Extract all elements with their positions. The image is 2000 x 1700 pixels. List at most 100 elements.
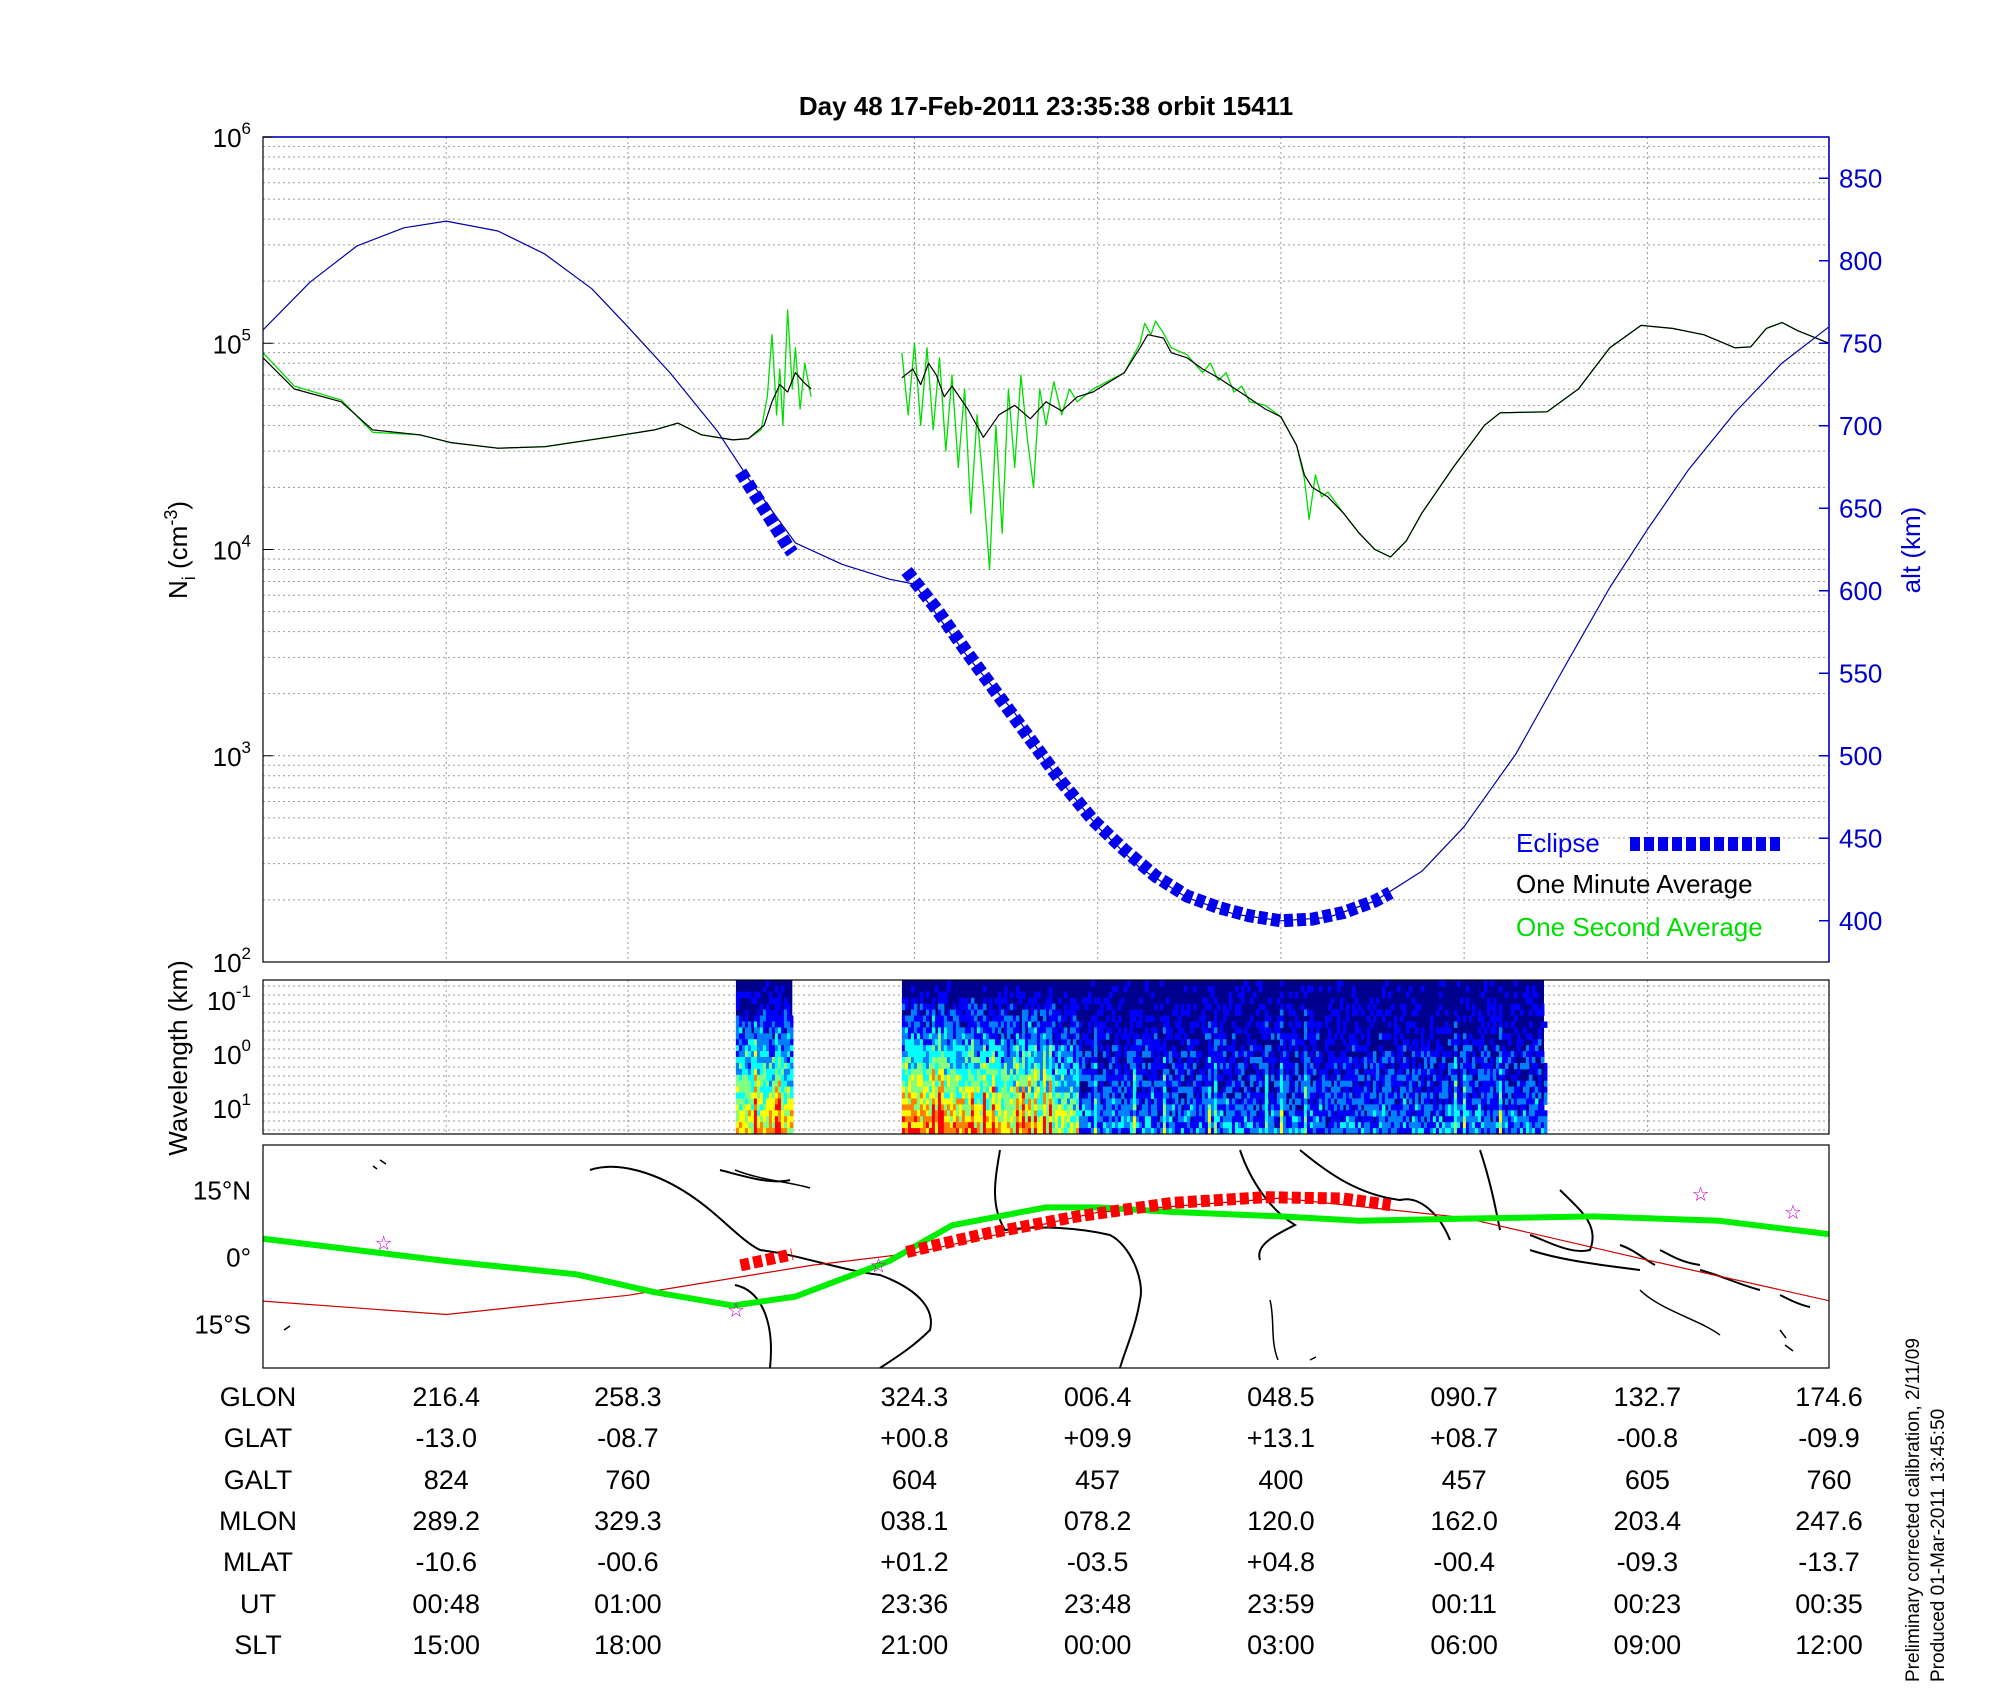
spec-cell	[973, 1068, 978, 1076]
table-cell: +01.2	[880, 1547, 949, 1578]
spec-cell	[1528, 1009, 1533, 1017]
spec-cell	[943, 1027, 948, 1034]
spec-cell	[1300, 1116, 1305, 1123]
alt-tick-label-9: 850	[1839, 163, 1882, 193]
spec-cell	[940, 1021, 945, 1028]
spec-cell	[1459, 1062, 1464, 1070]
spec-cell	[1372, 1074, 1377, 1082]
spec-cell	[1321, 1098, 1326, 1105]
produced-note: Produced 01-Mar-2011 13:45:50	[1928, 1408, 1949, 1682]
spec-cell	[1429, 1027, 1434, 1034]
spec-cell	[1270, 1128, 1275, 1134]
spec-cell	[946, 1027, 951, 1034]
spec-cell	[1144, 1128, 1149, 1134]
spec-cell	[958, 1003, 963, 1011]
spec-cell	[1273, 1116, 1278, 1123]
density-series	[263, 220, 1829, 928]
spec-cell	[1498, 1098, 1503, 1105]
spec-cell	[907, 1110, 912, 1117]
spec-cell	[777, 997, 782, 1005]
spec-cell	[910, 1021, 915, 1028]
spec-cell	[940, 1062, 945, 1070]
spec-cell	[1351, 1122, 1356, 1129]
spec-cell	[1432, 1104, 1437, 1111]
spec-cell	[1498, 985, 1503, 993]
spec-cell	[1075, 1051, 1080, 1058]
spec-cell	[964, 1116, 969, 1123]
spec-cell	[976, 1110, 981, 1117]
spec-cell	[1009, 1003, 1014, 1011]
spec-cell	[1066, 1104, 1071, 1111]
spec-cell	[786, 1027, 791, 1034]
spec-cell	[756, 1045, 761, 1052]
spec-cell	[1471, 1122, 1476, 1129]
spec-cell	[1498, 1092, 1503, 1099]
spec-cell	[1327, 1122, 1332, 1129]
spec-cell	[777, 1122, 782, 1129]
spec-cell	[1369, 1116, 1374, 1123]
spec-cell	[1540, 1051, 1545, 1058]
spec-cell	[913, 1045, 918, 1052]
map-frame	[262, 1144, 1830, 1369]
spec-cell	[1063, 1057, 1068, 1064]
spec-cell	[1345, 1128, 1350, 1134]
spec-cell	[1276, 1122, 1281, 1129]
spec-cell	[982, 1068, 987, 1076]
spec-cell	[1441, 1122, 1446, 1129]
spec-cell	[940, 1039, 945, 1046]
spec-cell	[1537, 1122, 1542, 1129]
spec-cell	[1126, 1057, 1131, 1064]
spec-cell	[1411, 1051, 1416, 1058]
spec-cell	[765, 1045, 770, 1052]
spec-cell	[988, 1086, 993, 1094]
spec-cell	[1072, 1003, 1077, 1011]
spec-cell	[783, 1051, 788, 1058]
spec-cell	[1228, 1122, 1233, 1129]
spec-cell	[967, 1015, 972, 1022]
spec-cell	[780, 1110, 785, 1117]
spec-cell	[1222, 1033, 1227, 1040]
spec-cell	[1243, 1098, 1248, 1105]
spec-cell	[765, 1116, 770, 1123]
spec-cell	[765, 1015, 770, 1022]
spec-cell	[1144, 1039, 1149, 1046]
spec-cell	[1426, 1086, 1431, 1094]
spec-cell	[949, 1068, 954, 1076]
spec-cell	[985, 1092, 990, 1099]
spec-cell	[1435, 1122, 1440, 1129]
spec-cell	[1315, 1104, 1320, 1111]
table-cell: 400	[1258, 1464, 1304, 1495]
spec-cell	[1180, 1074, 1185, 1082]
spec-cell	[1087, 1051, 1092, 1058]
spec-cell	[1516, 1092, 1521, 1099]
spec-cell	[1228, 991, 1233, 999]
spec-cell	[786, 1003, 791, 1011]
spec-cell	[1009, 1039, 1014, 1046]
spec-cell	[1420, 1104, 1425, 1111]
spec-cell	[1240, 1122, 1245, 1129]
spec-cell	[1027, 1110, 1032, 1117]
spec-cell	[1126, 1110, 1131, 1117]
spec-cell	[1411, 1074, 1416, 1082]
spec-cell	[1138, 1015, 1143, 1022]
spec-cell	[967, 1080, 972, 1088]
spec-cell	[904, 1110, 909, 1117]
spec-cell	[1303, 1045, 1308, 1052]
spec-cell	[1345, 1122, 1350, 1129]
spec-cell	[985, 1074, 990, 1082]
spec-cell	[1030, 1039, 1035, 1046]
spec-cell	[1336, 1086, 1341, 1094]
spec-cell	[1510, 1110, 1515, 1117]
spec-cell	[1513, 1027, 1518, 1034]
spec-cell	[1420, 1045, 1425, 1052]
spec-cell	[1333, 1104, 1338, 1111]
spec-cell	[1534, 1086, 1539, 1094]
spec-cell	[1063, 1045, 1068, 1052]
spec-cell	[1132, 1104, 1137, 1111]
spec-cell	[744, 1098, 749, 1105]
spec-cell	[1405, 1092, 1410, 1099]
spec-cell	[1174, 1062, 1179, 1070]
spec-cell	[1315, 1110, 1320, 1117]
spec-cell	[943, 991, 948, 999]
spec-cell	[1531, 1045, 1536, 1052]
